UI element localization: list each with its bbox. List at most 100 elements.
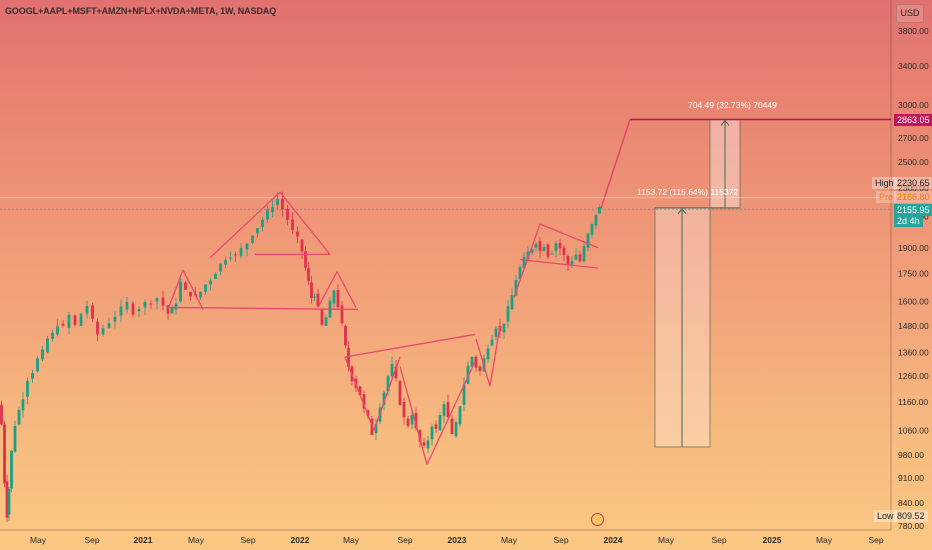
candle-body — [358, 386, 362, 396]
pattern-line — [475, 338, 491, 387]
candle-body — [347, 347, 350, 367]
candle-body — [85, 305, 89, 314]
projection-line — [600, 119, 631, 209]
measure-upper-arrowhead — [720, 119, 730, 126]
candle-body — [51, 332, 54, 339]
time-tick-label: May — [188, 535, 205, 545]
pattern-line — [489, 325, 501, 387]
candle-body — [174, 303, 178, 310]
price-tick-label: 1160.00 — [898, 397, 928, 407]
price-tick-label: 2300.00 — [898, 183, 929, 193]
candle-body — [534, 243, 538, 248]
candle-body — [199, 291, 202, 298]
candle-body — [46, 338, 49, 353]
candle-body — [67, 314, 71, 328]
price-tick-label: 3800.00 — [898, 26, 929, 36]
candle-body — [578, 254, 582, 262]
candle-body — [550, 253, 554, 255]
candle-body — [598, 206, 601, 214]
candle-body — [10, 450, 13, 489]
candle-body — [245, 243, 249, 250]
price-tick-label: 1260.00 — [898, 371, 929, 381]
candle-body — [266, 209, 269, 220]
candle-body — [574, 254, 578, 260]
candle-body — [458, 406, 462, 425]
candle-body — [224, 260, 227, 265]
candle-body — [184, 282, 187, 290]
candle-body — [291, 219, 294, 230]
candle-body — [113, 316, 117, 322]
candle-body — [166, 305, 170, 314]
candle-body — [398, 381, 402, 405]
pattern-line — [317, 271, 338, 308]
time-tick-label: 2025 — [763, 535, 782, 545]
high-value: 2230.65 — [894, 177, 932, 189]
candle-body — [336, 289, 340, 308]
candle-body — [41, 349, 44, 360]
time-tick-label: Sep — [711, 535, 726, 545]
time-tick-label: Sep — [868, 535, 883, 545]
candle-body — [414, 413, 418, 429]
lightning-icon[interactable]: ⚡ — [591, 513, 604, 526]
candle-body — [26, 380, 29, 397]
price-tick-label: 1900.00 — [898, 243, 929, 253]
pre-label: Pre — [876, 191, 897, 203]
high-label: High — [872, 177, 897, 189]
last-price-tag: 2155.95 — [894, 204, 932, 216]
time-tick-label: May — [816, 535, 833, 545]
time-tick-label: Sep — [397, 535, 412, 545]
candle-body — [590, 223, 594, 235]
candle-body — [101, 328, 105, 335]
price-tick-label: 910.00 — [898, 473, 924, 483]
candle-body — [554, 243, 558, 252]
candle-body — [61, 323, 65, 326]
price-tick-label: 1360.00 — [898, 347, 929, 357]
candle-body — [304, 251, 307, 268]
price-tick-label: 980.00 — [898, 450, 924, 460]
candle-body — [332, 290, 336, 304]
measure-upper-label: 704.49 (32.73%) 70449 — [688, 100, 777, 110]
candle-body — [462, 384, 466, 405]
candle-body — [434, 424, 438, 429]
candle-body — [486, 348, 490, 360]
time-tick-label: May — [501, 535, 518, 545]
candle-body — [143, 301, 147, 308]
price-tick-label: 3400.00 — [898, 61, 929, 71]
candle-body — [466, 365, 470, 384]
price-tick-label: 780.00 — [898, 521, 924, 531]
candle-body — [96, 321, 99, 335]
candle-body — [382, 392, 386, 405]
candle-body — [418, 430, 422, 442]
pattern-line — [167, 269, 184, 310]
time-tick-label: Sep — [553, 535, 568, 545]
candle-body — [506, 306, 510, 322]
time-tick-label: 2023 — [448, 535, 467, 545]
candle-body — [0, 404, 3, 425]
candle-body — [490, 339, 494, 346]
currency-button[interactable]: USD — [896, 4, 924, 23]
candle-body — [478, 366, 482, 371]
candle-body — [538, 241, 542, 251]
price-tick-label: 1750.00 — [898, 268, 929, 278]
candle-body — [204, 284, 207, 292]
candle-body — [374, 423, 378, 434]
candle-body — [276, 199, 279, 205]
candle-body — [566, 256, 570, 265]
time-tick-label: May — [30, 535, 47, 545]
candle-body — [340, 305, 344, 324]
candle-body — [189, 291, 192, 297]
price-tick-label: 2500.00 — [898, 157, 929, 167]
candle-body — [229, 257, 232, 259]
candle-body — [474, 356, 478, 368]
candle-body — [119, 306, 123, 316]
target-price-tag: 2863.05 — [894, 114, 932, 126]
candle-body — [558, 242, 562, 249]
candle-body — [79, 313, 83, 326]
time-tick-label: 2021 — [134, 535, 153, 545]
candle-body — [386, 376, 390, 392]
countdown-tag: 2d 4h — [894, 215, 923, 227]
candle-body — [21, 399, 25, 411]
candle-body — [526, 251, 530, 260]
